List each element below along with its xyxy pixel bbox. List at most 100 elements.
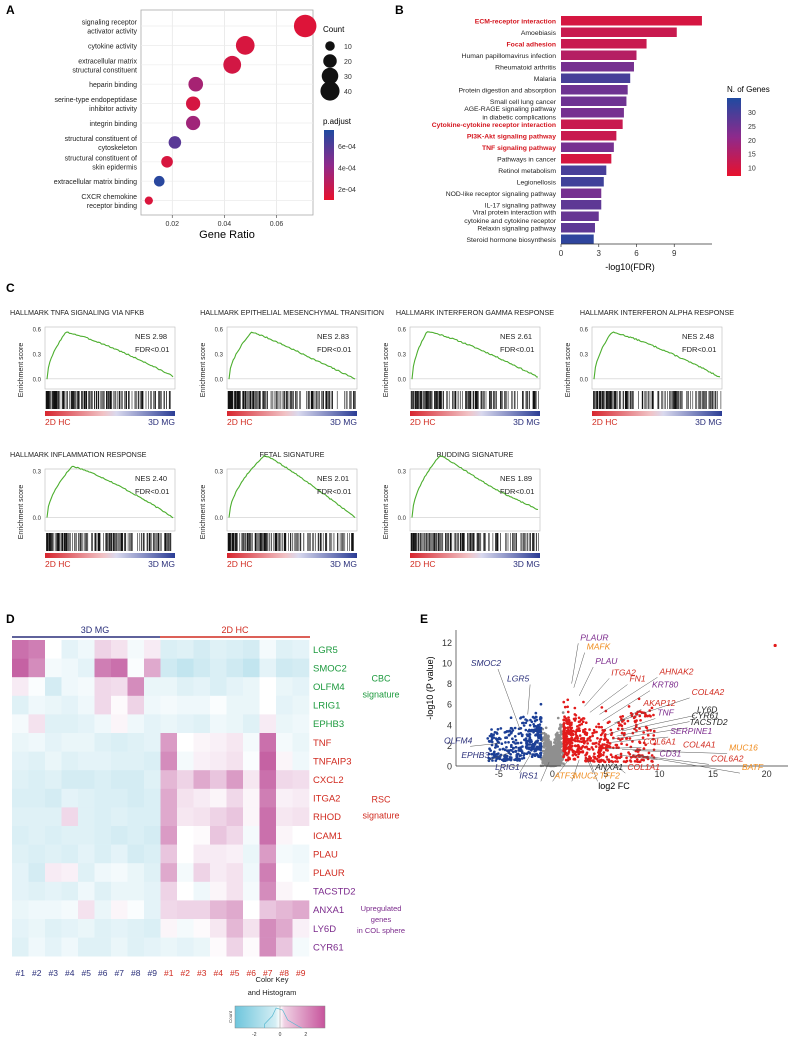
volcano-gene-label-20: COL1A1 [627, 762, 660, 772]
panel-e-letter: E [420, 612, 428, 626]
heatmap-cell [193, 714, 211, 734]
heatmap-row-label-1: SMOC2 [313, 663, 347, 674]
gsea-fdr-4: FDR<0.01 [135, 487, 169, 496]
b-xtick-label-3: 9 [672, 249, 677, 258]
b-term-label-11: TNF signaling pathway [482, 145, 556, 152]
heatmap-cell [45, 658, 62, 678]
size-legend-label-3: 40 [344, 89, 352, 96]
size-legend-title: Count [323, 25, 345, 34]
heatmap-cell [61, 844, 79, 864]
volcano-ytick-label-5: 10 [442, 658, 452, 668]
heatmap-cell [127, 844, 145, 864]
heatmap-cell [160, 900, 178, 920]
gsea-title-1: HALLMARK EPITHELIAL MESENCHYMAL TRANSITI… [200, 308, 384, 317]
heatmap-cell [193, 695, 211, 715]
b-term-line: Viral protein interaction with [473, 210, 557, 217]
volcano-leader-line-19 [638, 755, 740, 774]
heatmap-cell [45, 640, 62, 659]
heatmap-cell [12, 807, 29, 827]
heatmap-cell [193, 826, 211, 845]
gsea-fdr-1: FDR<0.01 [317, 345, 351, 354]
heatmap-cell [45, 900, 62, 920]
heatmap-cell [45, 677, 62, 697]
volcano-leader-line-29 [497, 668, 521, 731]
heatmap-cell [127, 826, 145, 845]
b-term-line: TNF signaling pathway [482, 145, 556, 152]
heatmap-cell [12, 714, 29, 734]
heatmap-cell [276, 658, 293, 678]
a-term-label-8: extracellular matrix binding [54, 179, 137, 186]
heatmap-cell [127, 788, 145, 808]
volcano-leader-line-12 [612, 727, 688, 740]
heatmap-cell [243, 640, 260, 659]
color-legend-label-0: 6e-04 [338, 144, 356, 151]
heatmap-cell [78, 695, 95, 715]
genes-legend-label-3: 25 [748, 124, 756, 131]
heatmap-col-label-11: #3 [197, 968, 207, 978]
heatmap-cell [193, 937, 211, 957]
b-bar-4 [561, 62, 634, 72]
heatmap-cell [111, 788, 128, 808]
heatmap-col-label-0: #1 [16, 968, 26, 978]
b-bar-8 [561, 108, 624, 118]
b-term-label-10: PI3K-Akt signaling pathway [467, 133, 556, 140]
heatmap-cell [276, 881, 293, 901]
volcano-gene-label-0: PLAUR [580, 632, 608, 642]
b-term-line: ECM-receptor interaction [475, 18, 556, 25]
heatmap-cell [78, 658, 95, 678]
heatmap-cell [193, 788, 211, 808]
heatmap-cell [193, 900, 211, 920]
panel-a-plot-frame [140, 9, 314, 216]
heatmap-cell [243, 695, 260, 715]
b-term-label-13: Retinol metabolism [498, 168, 556, 175]
gsea-rank-bar-1 [227, 411, 357, 416]
heatmap-cell [292, 900, 310, 920]
b-term-line: Steroid hormone biosynthesis [466, 237, 556, 244]
gsea-nes-4: NES 2.40 [135, 474, 167, 483]
heatmap-col-label-16: #8 [280, 968, 290, 978]
heatmap-cell [226, 937, 244, 957]
volcano-ytick-label-6: 12 [442, 638, 452, 648]
color-key-ylabel: Count [228, 1010, 233, 1023]
gsea-plot-6: BUDDING SIGNATURE 0.0 0.3 Enrichment score N… [383, 450, 541, 569]
color-key-tick-0: -2 [252, 1032, 257, 1038]
b-bar-0 [561, 16, 702, 26]
heatmap-row-group-0: CBC signature [362, 674, 399, 700]
volcano-leader-line-25 [540, 761, 550, 782]
gsea-ytick-label-1-0: 0.0 [215, 377, 224, 383]
b-term-line: Pathways in cancer [497, 156, 557, 163]
gsea-fdr-0: FDR<0.01 [135, 345, 169, 354]
b-bar-16 [561, 200, 602, 210]
heatmap-cell [61, 863, 79, 883]
a-term-line: signaling receptor [82, 20, 138, 27]
heatmap-cell [276, 863, 293, 883]
a-term-label-3: heparin binding [89, 82, 137, 89]
heatmap-cell [226, 844, 244, 864]
heatmap-cell [210, 919, 227, 938]
heatmap-cell [210, 788, 227, 808]
heatmap-cell [61, 733, 79, 752]
gsea-barcode-6 [410, 533, 539, 551]
heatmap-row-label-10: ICAM1 [313, 831, 342, 842]
b-term-line: Relaxin signaling pathway [477, 225, 556, 232]
heatmap-cell [243, 788, 260, 808]
heatmap-cell [61, 677, 79, 697]
a-term-label-0: signaling receptor activator activity [82, 20, 138, 36]
volcano-leader-line-18 [632, 754, 709, 765]
b-term-label-5: Malaria [534, 76, 557, 83]
gsea-ytick-label-2-0: 0.0 [398, 377, 407, 383]
heatmap-cell [94, 751, 112, 771]
heatmap-cell [160, 714, 178, 734]
heatmap-cell [160, 807, 178, 827]
volcano-gene-label-18: COL6A2 [711, 753, 744, 763]
heatmap-cell [160, 826, 178, 845]
heatmap-cell [78, 770, 95, 790]
a-term-label-6: structural constituent of cytoskeleton [65, 136, 137, 152]
heatmap-cell [12, 881, 29, 901]
heatmap-cell [210, 844, 227, 864]
volcano-ytick-label-4: 8 [447, 679, 452, 689]
volcano-gene-label-22: TFF2 [600, 770, 621, 780]
gsea-plot-0: HALLMARK TNFA SIGNALING VIA NFKB 0.0 0.3 0.… [10, 308, 176, 427]
heatmap-cell [276, 733, 293, 752]
heatmap-cell [193, 677, 211, 697]
